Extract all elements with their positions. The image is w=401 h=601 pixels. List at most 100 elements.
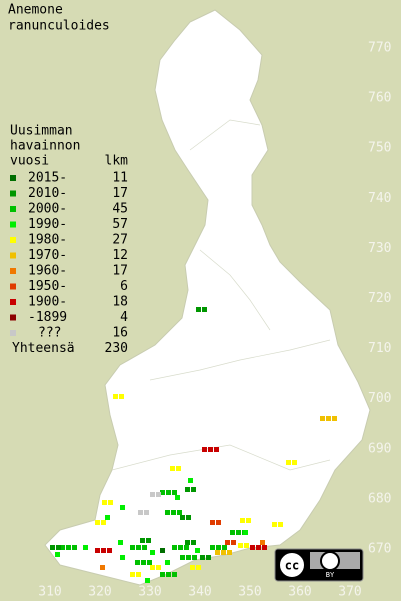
cc-badge: cc BY [274,548,364,582]
observation-square [140,538,145,543]
y-coordinate-label: 730 [368,241,391,256]
legend-swatch [10,237,16,243]
legend-heading: vuosi [10,154,49,169]
title: Anemone [8,3,63,18]
legend-heading: havainnon [10,139,80,154]
observation-square [215,550,220,555]
observation-square [216,520,221,525]
observation-square [72,545,77,550]
observation-square [278,522,283,527]
legend-swatch [10,314,16,321]
observation-square [210,520,215,525]
legend-total-label: Yhteensä [12,341,75,356]
y-coordinate-label: 710 [368,341,391,356]
observation-square [136,572,141,577]
y-coordinate-label: 720 [368,291,391,306]
observation-square [192,555,197,560]
observation-square [256,545,261,550]
observation-square [95,520,100,525]
observation-square [196,565,201,570]
observation-square [177,510,182,515]
legend-swatch [10,283,16,290]
observation-square [107,548,112,553]
observation-square [184,545,189,550]
legend-count: 17 [112,264,128,279]
observation-square [244,543,249,548]
observation-square [260,540,265,545]
observation-square [136,545,141,550]
legend-heading: Uusimman [10,124,73,139]
observation-square [172,490,177,495]
legend-swatch [10,175,16,181]
observation-square [180,555,185,560]
legend-label: 2000- [28,202,67,217]
badge-by: BY [326,571,335,579]
observation-square [108,500,113,505]
observation-square [180,515,185,520]
observation-square [221,550,226,555]
observation-square [150,492,155,497]
observation-square [50,545,55,550]
legend-count: 12 [112,248,128,263]
observation-square [231,540,236,545]
observation-square [171,510,176,515]
y-coordinate-label: 680 [368,491,391,506]
observation-square [156,492,161,497]
observation-square [118,540,123,545]
observation-square [55,552,60,557]
region-borders [111,119,331,471]
observation-square [113,394,118,399]
observation-square [195,548,200,553]
observation-square [102,500,107,505]
observation-square [130,572,135,577]
x-coordinate-label: 330 [138,585,161,600]
legend-label: 1970- [28,248,67,263]
observation-square [150,565,155,570]
observation-square [186,555,191,560]
observation-square [185,487,190,492]
observation-square [160,548,165,553]
legend-swatch [10,206,16,212]
observation-square [130,545,135,550]
observation-square [141,560,146,565]
observation-square [135,560,140,565]
observation-square [188,478,193,483]
observation-square [326,416,331,421]
legend-swatch [10,268,16,274]
observation-square [230,530,235,535]
legend-swatch [10,252,16,259]
observation-square [120,555,125,560]
observation-square [191,487,196,492]
legend-count: 27 [112,233,128,248]
observation-square [119,394,124,399]
observation-square [120,505,125,510]
legend-swatch [10,190,16,197]
legend-label: 1990- [28,217,67,232]
legend-count: 17 [112,186,128,201]
observation-square [138,510,143,515]
observation-square [156,565,161,570]
legend-label: ??? [38,326,61,341]
observation-square [172,572,177,577]
observation-square [206,555,211,560]
observation-square [145,578,150,583]
observation-square [320,416,325,421]
y-coordinate-label: 670 [368,542,391,557]
y-coordinate-label: 770 [368,41,391,56]
observation-square [292,460,297,465]
legend-swatch [10,299,16,305]
observation-square [165,510,170,515]
y-coordinate-label: 760 [368,91,391,106]
observation-square [66,545,71,550]
observation-square [83,545,88,550]
observation-square [236,530,241,535]
observation-square [246,518,251,523]
observation-square [60,545,65,550]
observation-square [147,560,152,565]
legend-total-count: 230 [105,341,128,356]
legend-count: 16 [112,326,128,341]
observation-square [216,545,221,550]
observation-square [227,550,232,555]
legend-label: 2015- [28,171,67,186]
